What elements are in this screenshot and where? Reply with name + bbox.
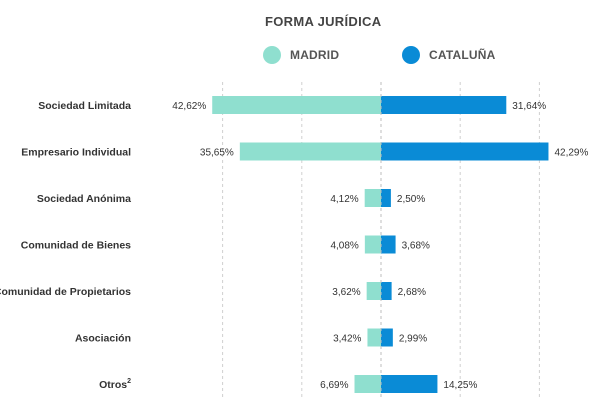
bar-cataluna-1 — [381, 142, 549, 161]
legend-madrid-swatch — [263, 46, 281, 64]
value-label-madrid-6: 6,69% — [320, 380, 348, 391]
category-label-3: Comunidad de Bienes — [21, 240, 131, 252]
value-label-madrid-2: 4,12% — [330, 194, 358, 205]
legend-madrid-label: MADRID — [290, 48, 340, 62]
value-label-cataluna-4: 2,68% — [398, 287, 426, 298]
bar-madrid-6 — [354, 375, 381, 393]
value-label-cataluna-3: 3,68% — [402, 241, 430, 252]
category-label-0: Sociedad Limitada — [38, 100, 131, 112]
bar-madrid-4 — [366, 282, 381, 300]
value-label-cataluna-1: 42,29% — [554, 148, 588, 159]
value-label-madrid-5: 3,42% — [333, 334, 361, 345]
bar-madrid-0 — [212, 96, 381, 114]
category-label-1: Empresario Individual — [21, 147, 131, 159]
value-label-cataluna-6: 14,25% — [443, 380, 477, 391]
value-label-madrid-3: 4,08% — [330, 241, 358, 252]
chart-title-text: FORMA JURÍDICA — [265, 14, 382, 29]
category-superscript-6: 2 — [127, 378, 131, 385]
legend-cataluna-label: CATALUÑA — [429, 48, 496, 62]
bar-madrid-3 — [364, 235, 381, 254]
value-label-madrid-0: 42,62% — [172, 101, 206, 112]
legend-cataluna: CATALUÑA — [402, 44, 495, 66]
category-label-5: Asociación — [75, 333, 131, 345]
value-label-madrid-1: 35,65% — [200, 148, 234, 159]
category-label-2: Sociedad Anónima — [37, 193, 131, 205]
bar-cataluna-3 — [381, 235, 396, 254]
bar-cataluna-2 — [381, 189, 391, 207]
bar-cataluna-5 — [381, 328, 393, 347]
legend-madrid: MADRID — [263, 44, 339, 66]
value-label-cataluna-2: 2,50% — [397, 194, 425, 205]
bar-madrid-5 — [367, 328, 381, 347]
bar-madrid-1 — [239, 142, 381, 161]
bar-cataluna-0 — [381, 96, 507, 114]
value-label-cataluna-5: 2,99% — [399, 334, 427, 345]
bar-madrid-2 — [364, 189, 381, 207]
value-label-madrid-4: 3,62% — [332, 287, 360, 298]
value-label-cataluna-0: 31,64% — [512, 101, 546, 112]
category-label-4: Comunidad de Propietarios — [0, 286, 131, 298]
category-label-6: Otros2 — [99, 378, 131, 391]
bar-cataluna-4 — [381, 282, 392, 300]
bar-cataluna-6 — [381, 375, 438, 393]
legend-cataluna-swatch — [402, 46, 420, 64]
